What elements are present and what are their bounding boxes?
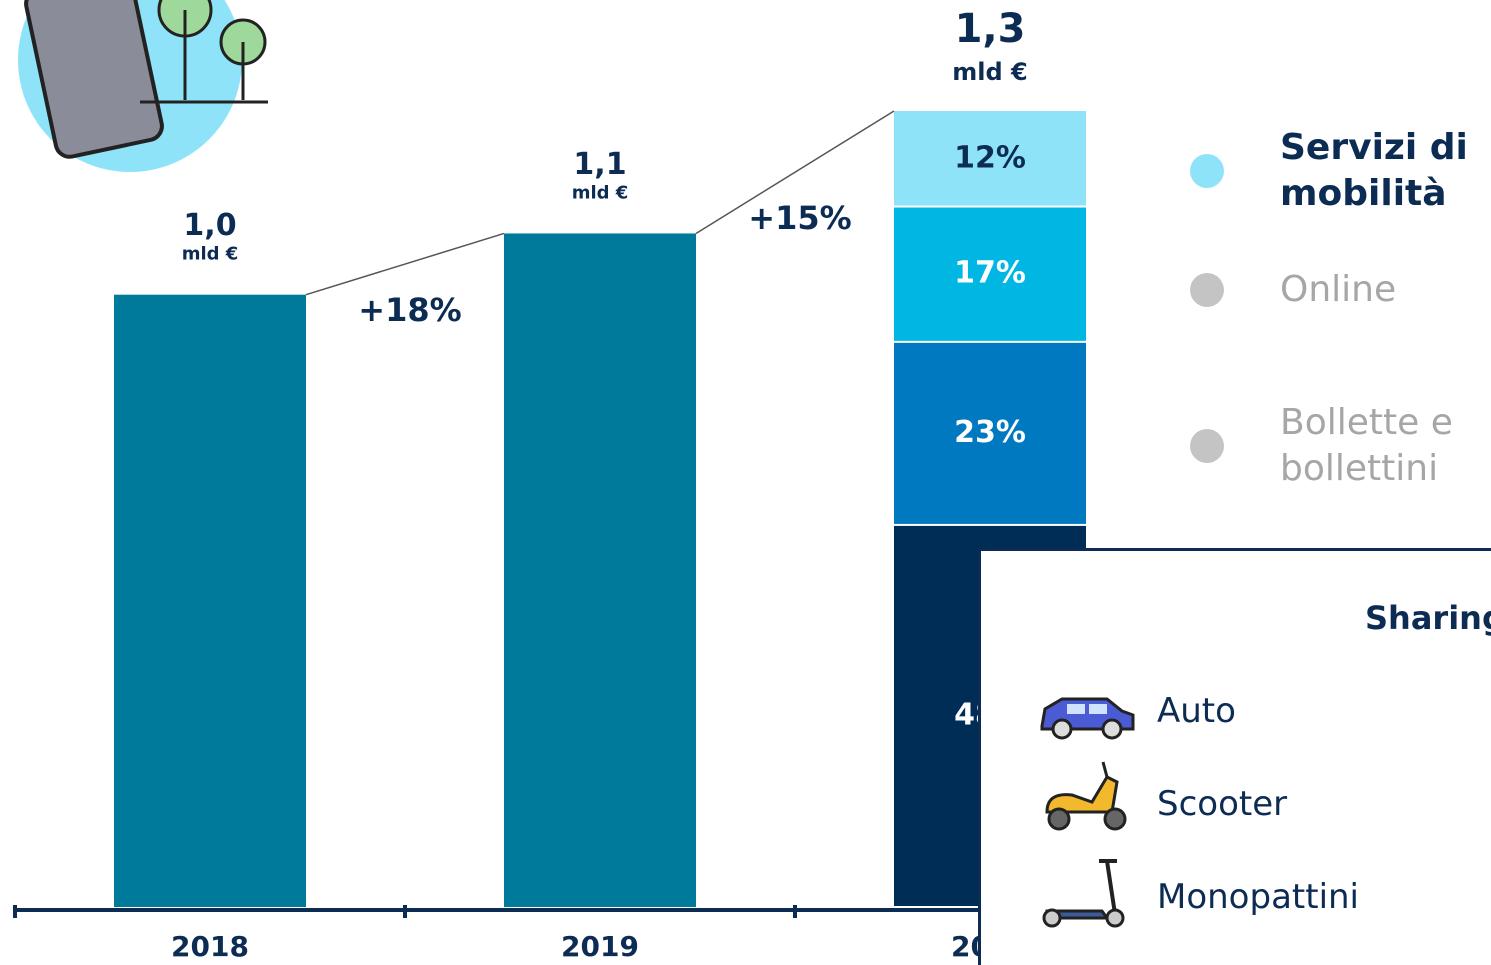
growth-connector — [306, 233, 504, 294]
legend-label: Online — [1280, 267, 1490, 313]
legend-item: Online — [1190, 267, 1490, 313]
panel-title: Sharing — [1365, 599, 1491, 637]
car-icon — [1037, 691, 1137, 741]
legend-label: Bollette e bollettini — [1280, 400, 1490, 492]
growth-label: +18% — [358, 291, 461, 329]
unit-label: mld € — [182, 244, 239, 265]
sharing-panel: Sharing Auto Scooter Monopattini — [978, 548, 1491, 965]
scooter-icon — [1037, 757, 1137, 837]
legend-item: Servizi di mobilità — [1190, 125, 1490, 217]
value-label: 1,1 — [573, 147, 626, 182]
panel-item: Scooter — [1157, 784, 1287, 824]
legend-label: Servizi di mobilità — [1280, 125, 1490, 217]
segment-label: 23% — [954, 415, 1026, 450]
legend-swatch — [1190, 273, 1224, 307]
page: {"chart_data": { "type": "bar", "categor… — [0, 0, 1491, 965]
value-label: 1,0 — [183, 208, 236, 243]
legend-item: Bollette e bollettini — [1190, 400, 1490, 492]
bar — [114, 295, 306, 907]
unit-label: mld € — [572, 182, 629, 203]
unit-label: mld € — [952, 58, 1027, 86]
x-tick-label: 2019 — [561, 930, 639, 963]
panel-item: Monopattini — [1157, 877, 1359, 917]
legend-swatch — [1190, 429, 1224, 463]
value-label: 1,3 — [955, 6, 1026, 52]
segment-label: 12% — [954, 140, 1026, 175]
x-tick-label: 2018 — [171, 930, 249, 963]
panel-item: Auto — [1157, 691, 1236, 731]
legend-swatch — [1190, 154, 1224, 188]
kick-scooter-icon — [1037, 856, 1137, 931]
growth-label: +15% — [748, 199, 851, 237]
segment-label: 17% — [954, 256, 1026, 291]
illustration — [18, 0, 268, 172]
bar — [504, 233, 696, 907]
